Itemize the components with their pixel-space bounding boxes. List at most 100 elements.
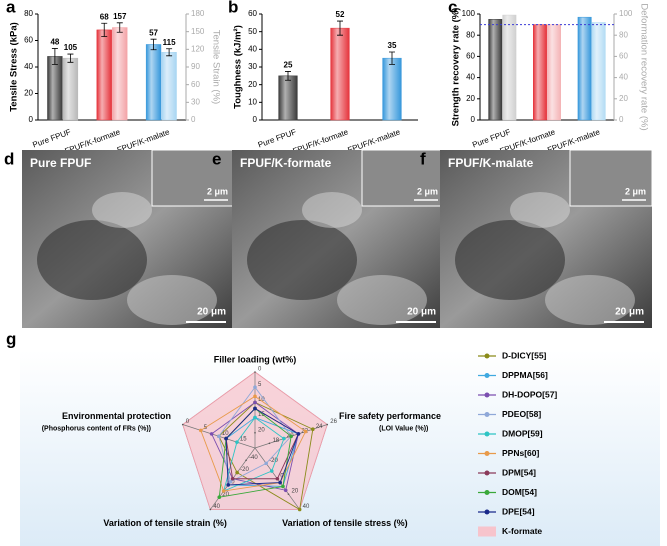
image-scale: 20 μm: [615, 307, 644, 318]
y-tick-label: 20: [248, 80, 257, 89]
radar-line: [218, 401, 314, 511]
y2-tick-label: 40: [619, 73, 628, 82]
radar-tick-label: 15: [240, 437, 247, 443]
radar-point: [235, 440, 239, 444]
legend-marker: [484, 412, 490, 417]
value-label: 25: [284, 61, 293, 70]
bar: [112, 27, 128, 121]
legend-label: DH-DOPO[57]: [502, 389, 557, 399]
radar-axis-label: Variation of tensile stress (%): [282, 518, 408, 528]
radar-tick-label: 0: [258, 367, 262, 373]
sem-pore: [92, 192, 152, 228]
radar-line: [223, 416, 285, 492]
error-bar: [337, 20, 343, 36]
y-tick-label: 40: [466, 73, 475, 82]
radar-tick-label: 10: [222, 431, 229, 437]
radar-point: [253, 415, 257, 420]
legend-marker: [484, 373, 490, 378]
radar-point: [226, 483, 230, 487]
y-tick-label: 0: [29, 115, 34, 124]
panel-background: [20, 350, 660, 546]
radar-point: [253, 406, 257, 411]
radar-tick-label: 40: [303, 504, 310, 510]
bar: [47, 56, 63, 121]
radar-tick: [287, 493, 290, 495]
radar-point: [253, 394, 257, 399]
y-tick-label: 80: [466, 30, 475, 39]
radar-tick-label: 10: [258, 397, 265, 403]
legend-label: PDEO[58]: [502, 409, 541, 419]
radar-point: [209, 432, 214, 436]
radar-tick: [254, 371, 256, 373]
value-label: 52: [336, 10, 345, 19]
panel-label: a: [6, 0, 16, 16]
radar-point: [253, 385, 257, 390]
bar: [161, 52, 177, 121]
panel-label: g: [6, 329, 16, 348]
radar-tick-label: -20: [269, 458, 278, 464]
radar-point: [303, 429, 308, 434]
y-tick-label: 100: [462, 9, 476, 18]
legend-label: DPPMA[56]: [502, 370, 548, 380]
sem-pore: [302, 192, 362, 228]
radar-point: [253, 400, 257, 405]
radar-line: [218, 386, 292, 483]
bar: [547, 24, 561, 121]
bar: [278, 75, 298, 121]
legend-marker: [484, 431, 490, 437]
radar-line: [225, 407, 299, 486]
radar-tick-label: 40: [213, 504, 220, 510]
sem-pore: [455, 220, 565, 300]
radar-tick-label: 26: [330, 419, 337, 425]
error-bar: [285, 71, 291, 81]
bar: [62, 57, 79, 121]
legend-marker: [484, 451, 490, 456]
radar-axis-label: Variation of tensile strain (%): [103, 518, 227, 528]
y2-tick-label: 120: [191, 44, 205, 53]
bar: [145, 44, 162, 121]
radar-point: [282, 436, 286, 441]
y2-tick-label: 0: [191, 115, 196, 124]
radar-point: [228, 480, 233, 484]
sem-pore: [247, 220, 357, 300]
legend-swatch: [478, 526, 496, 537]
radar-tick-label: -40: [249, 455, 258, 461]
y-axis-label: Toughness (kJ/m²): [233, 25, 244, 109]
panel-label: e: [212, 149, 221, 168]
sem-pore: [510, 192, 570, 228]
radar-point: [217, 434, 221, 439]
bar: [330, 27, 350, 121]
radar-tick: [245, 459, 247, 462]
legend-label: PPNs[60]: [502, 448, 539, 458]
radar-point: [275, 476, 280, 481]
sem-inset: [569, 149, 653, 207]
radar-line: [200, 395, 307, 492]
radar-tick: [209, 508, 212, 511]
radar-point: [198, 428, 203, 433]
value-label: 57: [149, 28, 158, 37]
y-tick-label: 60: [24, 36, 33, 45]
y-tick-label: 0: [253, 115, 258, 124]
image-scale: 20 μm: [197, 307, 226, 318]
y2-tick-label: 30: [191, 97, 200, 106]
radar-point: [235, 470, 239, 475]
x-tick-label: Pure FPUF: [257, 127, 298, 149]
value-label: 48: [50, 38, 59, 47]
image-scale: 20 μm: [407, 307, 436, 318]
radar-tick-label: 24: [316, 424, 323, 430]
legend-marker: [484, 353, 490, 359]
y2-tick-label: 150: [191, 27, 205, 36]
value-label: 68: [100, 12, 109, 21]
sem-inset: [361, 149, 445, 207]
radar-axis-label: Filler loading (wt%): [214, 354, 297, 364]
radar-tick-label: 20: [292, 489, 299, 495]
y2-tick-label: 60: [619, 52, 628, 61]
image-title: Pure FPUF: [30, 156, 91, 170]
radar-point: [281, 484, 285, 489]
image-title: FPUF/K-formate: [240, 156, 332, 170]
sem-pore: [545, 275, 635, 325]
radar-axis-label: Fire safety performance: [339, 411, 441, 421]
legend-marker: [484, 509, 490, 515]
legend-label: DPM[54]: [502, 467, 536, 477]
radar-tick-label: 20: [258, 427, 265, 433]
